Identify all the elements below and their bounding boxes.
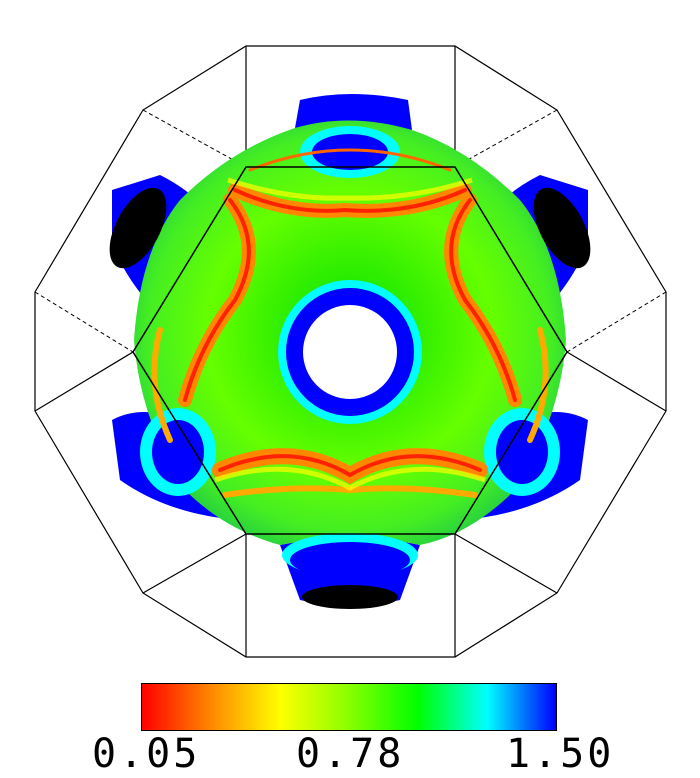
central-hole: [303, 305, 397, 399]
front-hexagon: [132, 166, 568, 535]
cap-right: [533, 187, 591, 269]
front-face-edges: [132, 166, 568, 535]
colorbar: [141, 683, 557, 731]
pocket-top: [312, 134, 388, 170]
colorbar-mid-label: 0.78: [296, 731, 405, 777]
cap-bottom: [302, 585, 398, 609]
hidden-edges: [34, 109, 667, 657]
cap-left: [109, 187, 167, 269]
fermi-surface: [109, 94, 591, 609]
colorbar-min-label: 0.05: [92, 731, 201, 777]
pocket-bottom: [290, 542, 410, 578]
black-caps: [109, 187, 591, 609]
fermi-surface-figure: [34, 45, 667, 658]
yellow-halos: [214, 177, 486, 491]
pocket-lower-left: [152, 420, 204, 484]
pocket-lower-right: [496, 420, 548, 484]
lobe-top: [295, 94, 412, 130]
colorbar-max-label: 1.50: [506, 731, 615, 777]
